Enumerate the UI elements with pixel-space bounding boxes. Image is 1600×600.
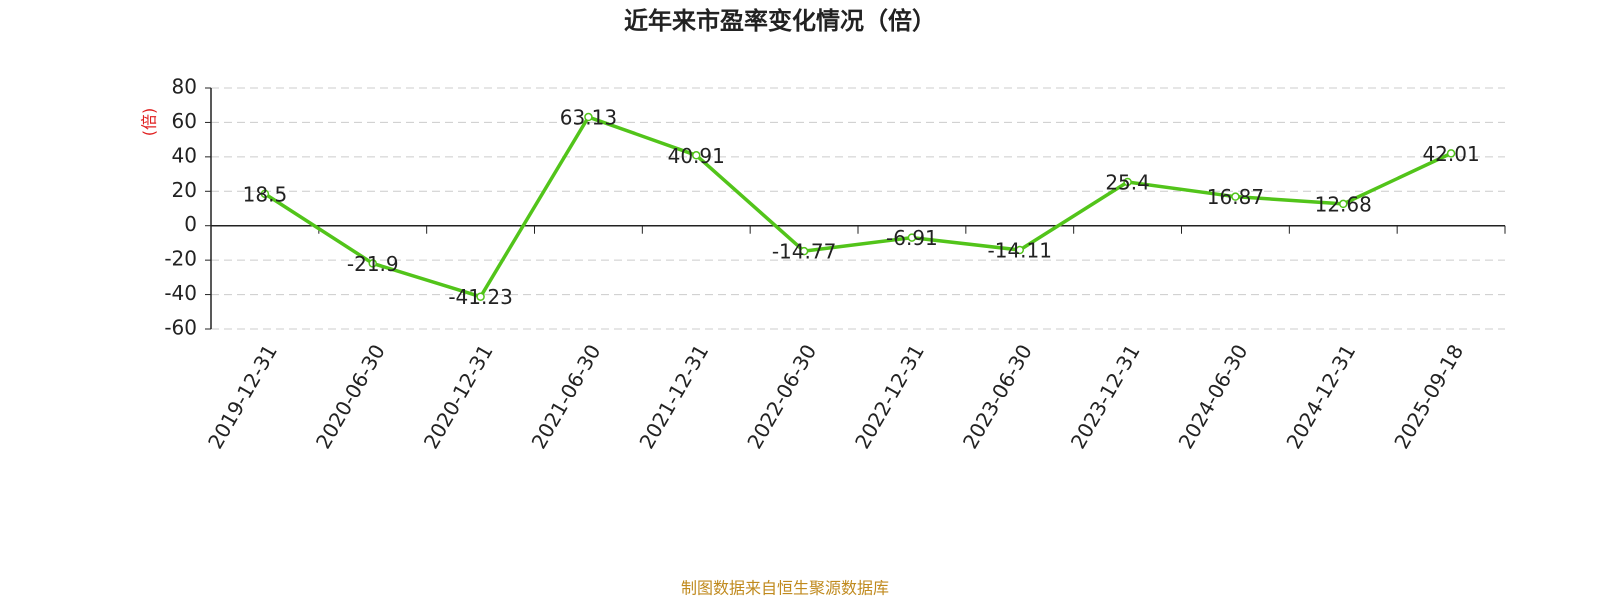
x-tick-label: 2023-06-30 [958, 340, 1037, 453]
point [692, 151, 701, 160]
point [799, 246, 809, 256]
y-axis-label: (倍) [140, 108, 159, 137]
x-tick-label: 2025-09-18 [1389, 340, 1468, 453]
point [260, 189, 270, 199]
point [907, 233, 917, 242]
x-tick-label: 2023-12-31 [1066, 340, 1145, 453]
y-tick-label: -60 [164, 316, 197, 340]
point [1446, 149, 1456, 158]
x-tick-label: 2022-12-31 [850, 340, 929, 453]
point [368, 259, 377, 268]
line [263, 115, 1452, 299]
point [1339, 199, 1348, 209]
data-label: -21.9 [347, 252, 399, 276]
chart-title: 近年来市盈率变化情况（倍） [624, 7, 936, 35]
y-tick-label: -20 [164, 247, 197, 271]
y-tick-label: 60 [172, 109, 197, 133]
data-label: -6.91 [886, 226, 938, 250]
data-label: -14.77 [772, 240, 836, 264]
x-tick-label: 2021-12-31 [634, 340, 713, 453]
data-label: 25.4 [1105, 170, 1150, 194]
point [1231, 192, 1240, 201]
y-tick-label: 0 [184, 212, 197, 236]
y-tick-label: 20 [172, 178, 197, 202]
data-label: 42.01 [1422, 142, 1479, 166]
x-tick-label: 2019-12-31 [203, 340, 282, 453]
point [476, 292, 485, 301]
data-label: -41.23 [448, 285, 512, 309]
y-tick-label: -40 [164, 281, 197, 305]
x-tick-label: 2024-06-30 [1174, 340, 1253, 453]
x-tick-label: 2024-12-31 [1281, 340, 1360, 453]
x-tick-label: 2021-06-30 [527, 340, 606, 453]
source-note: 制图数据来自恒生聚源数据库 [681, 579, 889, 598]
point [1015, 245, 1024, 255]
y-tick-label: 80 [172, 75, 197, 99]
x-tick-label: 2020-06-30 [311, 340, 390, 453]
point [584, 112, 593, 122]
data-label: 40.91 [668, 144, 725, 168]
x-tick-label: 2020-12-31 [419, 340, 498, 453]
x-tick-label: 2022-06-30 [742, 340, 821, 453]
point [1123, 177, 1132, 187]
data-label: -14.11 [988, 239, 1052, 263]
data-label: 63.13 [560, 106, 617, 130]
data-label: 18.5 [243, 182, 288, 206]
y-tick-label: 40 [172, 143, 197, 167]
data-label: 12.68 [1315, 192, 1372, 216]
data-label: 16.87 [1207, 185, 1264, 209]
